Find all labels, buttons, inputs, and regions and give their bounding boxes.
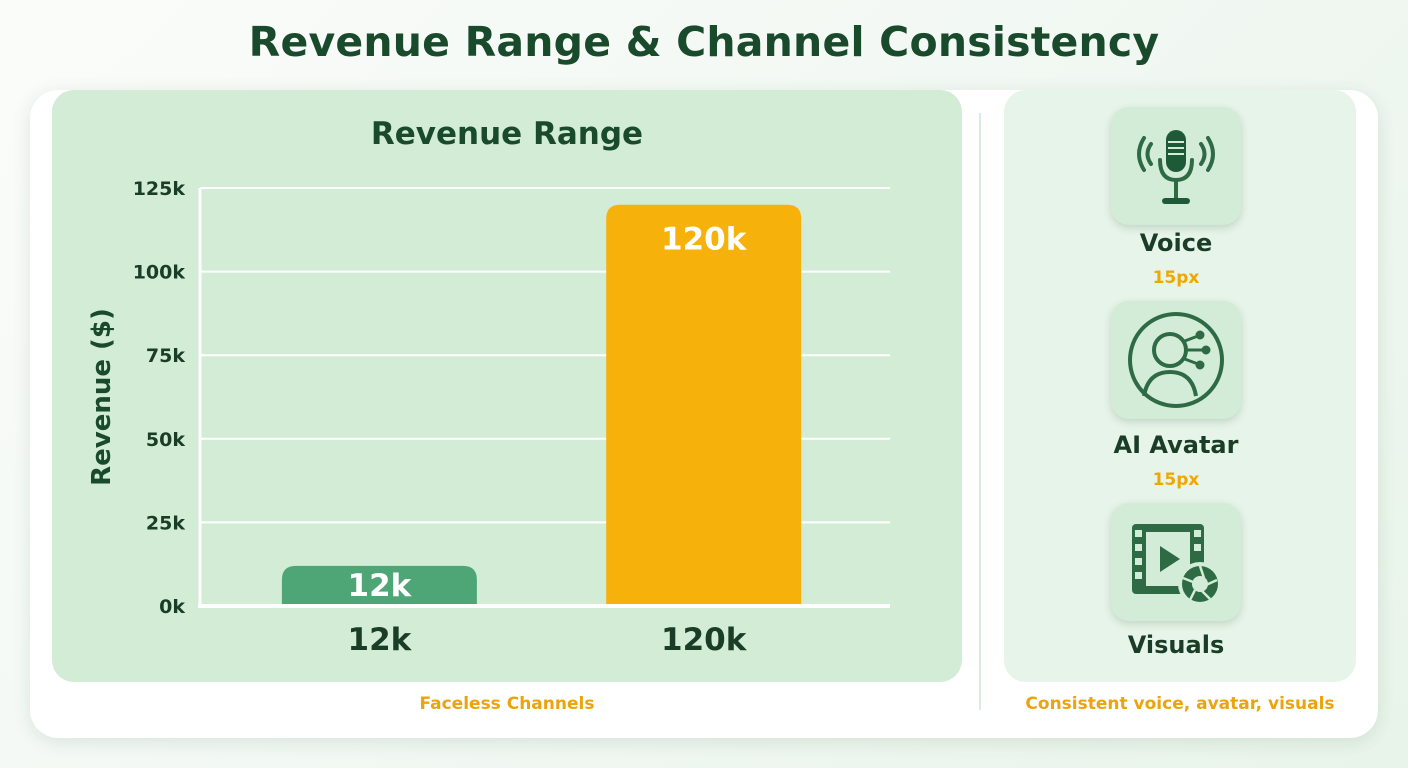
chart-caption: Faceless Channels <box>419 694 595 714</box>
divider <box>979 113 981 710</box>
side-label-ai-avatar: AI Avatar <box>1113 431 1239 459</box>
y-tick-label: 0k <box>159 596 185 618</box>
x-category-label: 12k <box>348 622 413 658</box>
bar-0 <box>281 565 477 604</box>
bar-data-label: 12k <box>348 568 413 604</box>
y-tick-label: 125k <box>133 178 186 200</box>
side-caption: Consistent voice, avatar, visuals <box>1025 694 1335 714</box>
visuals-tile <box>1111 503 1241 621</box>
voice-tile <box>1111 107 1241 225</box>
revenue-chart: Revenue Range Revenue ($) 0k 25k 50k 75k 100k 1… <box>87 116 890 658</box>
y-tick-label: 50k <box>146 429 185 451</box>
side-note-voice: 15px <box>1152 268 1200 288</box>
chart-panel: Revenue Range Revenue ($) 0k 25k 50k 75k 100k 1… <box>52 90 962 682</box>
chart-title: Revenue Range <box>371 116 643 152</box>
film-camera-icon <box>1132 524 1222 606</box>
bar-1 <box>606 204 802 604</box>
side-label-voice: Voice <box>1139 229 1213 257</box>
ai-avatar-icon <box>1128 312 1224 408</box>
page-title: Revenue Range & Channel Consistency <box>248 18 1160 66</box>
x-category-label: 120k <box>661 622 748 658</box>
bar-data-label: 120k <box>661 222 748 258</box>
side-note-ai-avatar: 15px <box>1152 470 1200 490</box>
y-axis-label: Revenue ($) <box>87 308 117 486</box>
y-tick-label: 75k <box>146 345 185 367</box>
microphone-icon <box>1137 130 1215 204</box>
y-tick-label: 25k <box>146 512 185 534</box>
side-label-visuals: Visuals <box>1127 631 1225 659</box>
y-tick-label: 100k <box>133 262 186 284</box>
ai-avatar-tile <box>1111 301 1241 419</box>
